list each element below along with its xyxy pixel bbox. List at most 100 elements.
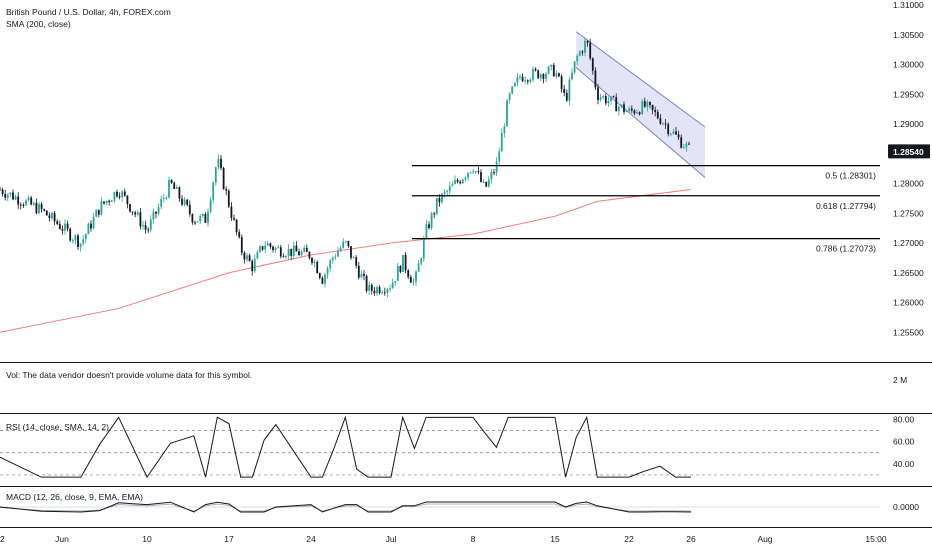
candle-body [139,212,142,227]
candle-body [467,172,469,178]
time-tick-label: 24 [306,534,316,544]
candle [545,71,547,83]
pane-separators [0,362,932,528]
candle [17,192,20,210]
candle [542,73,545,84]
candle-body [4,194,7,198]
candle [110,199,113,202]
candle-body [519,76,521,78]
candle [204,212,207,223]
candle [607,96,610,107]
candle [506,98,508,127]
candle [45,210,48,216]
candle-body [40,204,43,210]
candle-body [412,281,415,283]
candle-body [131,211,134,213]
candles-group[interactable] [0,37,690,298]
macd-pane[interactable]: 0.0000 [0,501,919,513]
candle-body [97,209,100,215]
candle-body [391,282,394,289]
time-tick-label: 10 [142,534,152,544]
candle-body [589,42,592,59]
candle-body [201,213,204,217]
candle-body [571,72,573,80]
candle-body [363,273,365,276]
candle [220,155,222,170]
candle-body [261,246,264,250]
candle [290,248,293,260]
candle-body [636,112,638,114]
time-axis[interactable]: Jun 10 17 24 Jul 8 15 22 26 Aug 15:00 12 [0,534,887,544]
candle-body [147,229,150,231]
candle [331,256,334,264]
candle [610,96,612,105]
candle [628,106,631,113]
candle [225,186,228,196]
price-axis[interactable]: 1.31000 1.30500 1.30000 1.29500 1.29000 1.280… [888,0,930,385]
candle-body [300,251,303,256]
candle [383,287,386,296]
price-tick-label: 1.30000 [893,60,924,70]
candle-body [480,172,482,182]
candle [386,287,389,298]
rsi-pane[interactable]: 80.00 60.00 40.00 [0,415,915,479]
candle-body [66,223,69,229]
candle [500,128,503,152]
candle [300,249,303,257]
candle-body [222,168,225,190]
rsi-legend[interactable]: RSI (14, close, SMA, 14, 2) [6,422,109,432]
candle-body [495,161,498,173]
sma-200-line[interactable] [0,188,692,333]
candle-body [87,223,90,235]
candle-body [121,191,124,198]
candle [183,196,186,207]
candle [685,141,688,152]
candle [175,184,178,190]
candle [160,195,163,210]
candle [318,272,321,280]
candle-body [389,288,391,290]
candle [243,250,246,264]
candle-body [178,187,181,199]
candle-body [194,222,196,224]
candle [352,255,355,259]
candle [454,175,456,185]
candle [654,106,657,117]
candle-body [513,82,516,87]
descending-channel[interactable] [575,31,706,178]
time-tick-label: 12 [0,534,5,544]
candle [623,101,625,115]
fibonacci-levels[interactable]: 0.5 (1.28301) 0.618 (1.27794) 0.786 (1.270… [412,164,880,254]
candle-body [274,247,277,251]
macd-legend[interactable]: MACD (12, 26, close, 9, EMA, EMA) [6,492,143,502]
fib-level-label: 0.5 (1.28301) [825,171,876,181]
candle-body [617,106,620,112]
candle [373,286,376,297]
candle [550,64,553,71]
candle-body [451,184,454,186]
candle [547,65,550,75]
candle-body [586,40,589,43]
candle [589,38,592,61]
candle [396,262,399,281]
sma-legend[interactable]: SMA (200, close) [6,19,71,29]
candle-body [337,251,339,257]
candle [212,181,215,204]
candle-body [165,197,168,199]
candle [656,109,659,120]
time-tick-label: Jul [386,534,397,544]
candle [269,242,272,249]
candle-body [417,263,420,272]
candle-body [550,64,553,67]
candle [170,179,173,184]
candle [105,200,108,206]
candle-body [615,97,618,112]
candle-body [342,241,345,248]
candle [324,273,326,288]
candle-body [620,104,623,107]
candle-body [53,213,56,222]
candle-body [295,245,298,252]
candle [435,198,438,216]
candle-body [521,76,524,82]
